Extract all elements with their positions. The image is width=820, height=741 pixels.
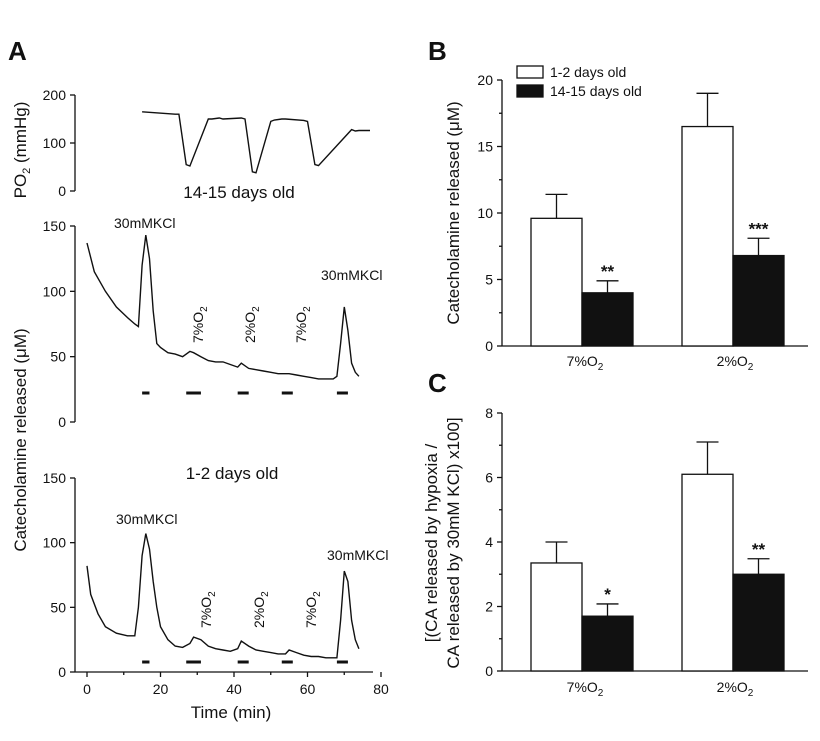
c-tick-label-0: 0 <box>485 663 493 679</box>
bottom-annot-7o2-b: 7%O2 <box>303 591 323 628</box>
top-annot-7o2-a: 7%O2 <box>190 306 210 343</box>
x-tick-label-80: 80 <box>373 681 389 697</box>
bottom-subtitle: 1-2 days old <box>186 464 279 483</box>
b-tick-label-10: 10 <box>477 205 493 221</box>
c-significance-1: ** <box>752 540 766 559</box>
top-tick-label-150: 150 <box>43 218 67 234</box>
c-bar-white-1 <box>681 473 734 672</box>
x-axis-label: Time (min) <box>191 703 272 722</box>
b-significance-0: ** <box>601 262 615 281</box>
c-y-label-line2: CA released by 30mM KCl) x100] <box>444 417 463 668</box>
c-tick-label-2: 2 <box>485 599 493 615</box>
legend-swatch-white <box>516 65 544 79</box>
top-tick-label-0: 0 <box>58 414 66 430</box>
bottom-annot-2o2: 2%O2 <box>251 591 271 628</box>
b-bar-black-0 <box>581 292 634 347</box>
c-significance-0: * <box>604 585 611 604</box>
po2-trace <box>142 111 370 174</box>
bottom-annot-kcl2: 30mMKCl <box>327 547 388 563</box>
b-significance-1: *** <box>749 219 769 238</box>
top-annot-kcl2: 30mMKCl <box>321 267 382 283</box>
c-bar-white-0 <box>530 562 583 672</box>
x-tick-label-20: 20 <box>153 681 169 697</box>
top-tick-label-50: 50 <box>50 349 66 365</box>
panel-letter-c: C <box>428 368 447 398</box>
po2-tick-label-100: 100 <box>43 135 67 151</box>
top-trace-plot: 0 50 100 150 30mMKCl 30mMKCl 7%O2 2%O2 7%O2 <box>43 215 383 430</box>
bottom-annot-7o2-a: 7%O2 <box>198 591 218 628</box>
b-tick-label-20: 20 <box>477 72 493 88</box>
bottom-trace-plot: 0 50 100 150 0 20 40 60 80 30mMKCl 30mMKCl 7%O2… <box>43 470 389 697</box>
x-tick-label-40: 40 <box>226 681 242 697</box>
c-cat-2o2: 2%O2 <box>717 679 754 699</box>
x-tick-label-60: 60 <box>300 681 316 697</box>
c-tick-label-8: 8 <box>485 405 493 421</box>
b-tick-label-15: 15 <box>477 139 493 155</box>
legend-label-black: 14-15 days old <box>550 83 642 99</box>
panel-c-bar-chart: [(CA released by hypoxia / CA released b… <box>422 405 808 699</box>
legend-swatch-black <box>516 84 544 98</box>
b-cat-2o2: 2%O2 <box>717 353 754 373</box>
panel-letter-a: A <box>8 36 27 66</box>
bottom-tick-label-100: 100 <box>43 535 67 551</box>
b-cat-7o2: 7%O2 <box>567 353 604 373</box>
bottom-tick-label-0: 0 <box>58 664 66 680</box>
trace-y-label: Catecholamine released (μM) <box>11 328 30 551</box>
po2-tick-label-0: 0 <box>58 183 66 199</box>
top-annot-kcl1: 30mMKCl <box>114 215 175 231</box>
po2-tick-label-200: 200 <box>43 87 67 103</box>
b-tick-label-5: 5 <box>485 272 493 288</box>
legend-label-white: 1-2 days old <box>550 64 626 80</box>
bottom-ca-trace <box>86 533 360 659</box>
c-tick-label-6: 6 <box>485 470 493 486</box>
b-bar-white-1 <box>681 125 734 347</box>
po2-y-label: PO2 (mmHg) <box>11 102 33 199</box>
panel-letter-b: B <box>428 36 447 66</box>
bottom-annot-kcl1: 30mMKCl <box>116 511 177 527</box>
c-bar-black-0 <box>581 615 634 672</box>
bottom-tick-label-150: 150 <box>43 470 67 486</box>
top-annot-7o2-b: 7%O2 <box>293 306 313 343</box>
bottom-tick-label-50: 50 <box>50 599 66 615</box>
top-subtitle: 14-15 days old <box>183 183 295 202</box>
c-y-label-line1: [(CA released by hypoxia / <box>422 444 441 643</box>
x-tick-label-0: 0 <box>83 681 91 697</box>
top-annot-2o2: 2%O2 <box>242 306 262 343</box>
b-bar-black-1 <box>732 254 785 347</box>
c-cat-7o2: 7%O2 <box>567 679 604 699</box>
b-bar-white-0 <box>530 217 583 347</box>
top-tick-label-100: 100 <box>43 283 67 299</box>
c-tick-label-4: 4 <box>485 534 493 550</box>
po2-plot: PO2 (mmHg) 0 100 200 <box>11 87 370 199</box>
b-y-label: Catecholamine released (μM) <box>444 101 463 324</box>
b-tick-label-0: 0 <box>485 338 493 354</box>
c-bar-black-1 <box>732 573 785 672</box>
top-ca-trace <box>86 234 360 380</box>
